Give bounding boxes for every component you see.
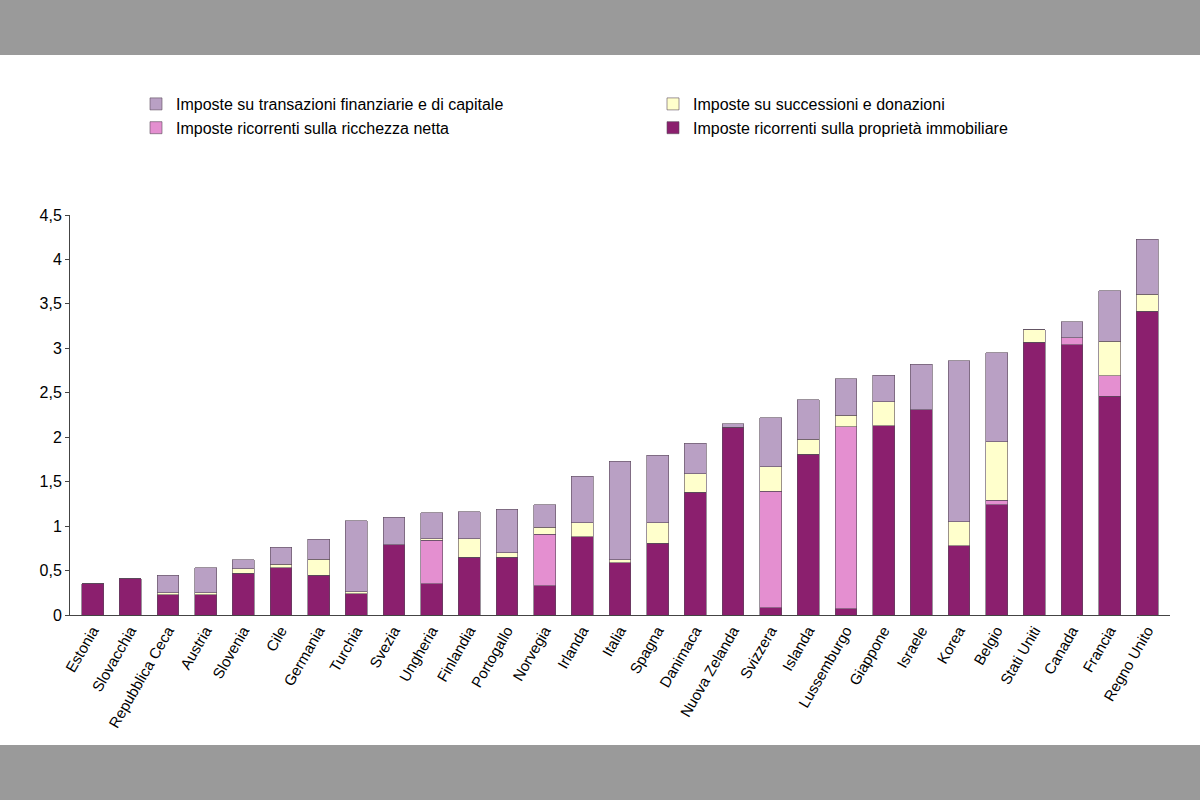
- svg-text:Repubblica Ceca: Repubblica Ceca: [105, 623, 177, 731]
- svg-text:1: 1: [53, 518, 62, 535]
- svg-text:4,5: 4,5: [40, 207, 62, 224]
- svg-text:Svizzera: Svizzera: [736, 623, 780, 682]
- svg-text:Belgio: Belgio: [970, 623, 1006, 668]
- svg-text:0,5: 0,5: [40, 562, 62, 579]
- svg-text:3: 3: [53, 340, 62, 357]
- svg-text:4: 4: [53, 251, 62, 268]
- svg-text:Svezia: Svezia: [366, 623, 404, 671]
- svg-text:Imposte su transazioni finanzi: Imposte su transazioni finanziarie e di …: [176, 96, 503, 113]
- svg-text:Spagna: Spagna: [626, 623, 667, 677]
- svg-text:Stati Uniti: Stati Uniti: [997, 623, 1044, 687]
- svg-text:Cile: Cile: [262, 623, 290, 654]
- svg-text:Finlandia: Finlandia: [433, 623, 478, 685]
- svg-text:Israele: Israele: [893, 623, 930, 670]
- svg-text:3,5: 3,5: [40, 295, 62, 312]
- svg-text:Imposte ricorrenti sulla ricch: Imposte ricorrenti sulla ricchezza netta: [176, 120, 449, 137]
- svg-text:Norvegia: Norvegia: [509, 623, 554, 684]
- svg-text:Islanda: Islanda: [779, 623, 818, 674]
- svg-text:2: 2: [53, 429, 62, 446]
- svg-text:Germania: Germania: [280, 623, 328, 689]
- svg-text:Danimaca: Danimaca: [656, 623, 705, 691]
- svg-text:Regno Unito: Regno Unito: [1100, 623, 1156, 704]
- svg-text:Giappone: Giappone: [846, 623, 893, 688]
- svg-text:Slovenia: Slovenia: [209, 623, 253, 682]
- svg-text:Turchia: Turchia: [326, 623, 366, 675]
- svg-text:Portogallo: Portogallo: [468, 623, 516, 690]
- svg-text:Imposte ricorrenti sulla propr: Imposte ricorrenti sulla proprietà immob…: [693, 120, 1008, 137]
- svg-text:Ungheria: Ungheria: [396, 623, 441, 685]
- svg-text:Austria: Austria: [177, 623, 215, 672]
- svg-text:Korea: Korea: [933, 623, 968, 667]
- svg-text:Canada: Canada: [1040, 623, 1081, 678]
- svg-text:Irlanda: Irlanda: [554, 623, 592, 672]
- svg-text:2,5: 2,5: [40, 384, 62, 401]
- svg-text:Francia: Francia: [1079, 623, 1119, 675]
- svg-text:1,5: 1,5: [40, 473, 62, 490]
- svg-text:Imposte su successioni e donaz: Imposte su successioni e donazioni: [693, 96, 945, 113]
- svg-text:Slovacchia: Slovacchia: [88, 623, 139, 695]
- svg-text:Nuova Zelanda: Nuova Zelanda: [677, 623, 743, 720]
- svg-text:Italia: Italia: [599, 623, 630, 660]
- svg-text:0: 0: [53, 607, 62, 624]
- svg-text:Lussemburgo: Lussemburgo: [795, 623, 855, 710]
- svg-text:Estonia: Estonia: [62, 623, 102, 675]
